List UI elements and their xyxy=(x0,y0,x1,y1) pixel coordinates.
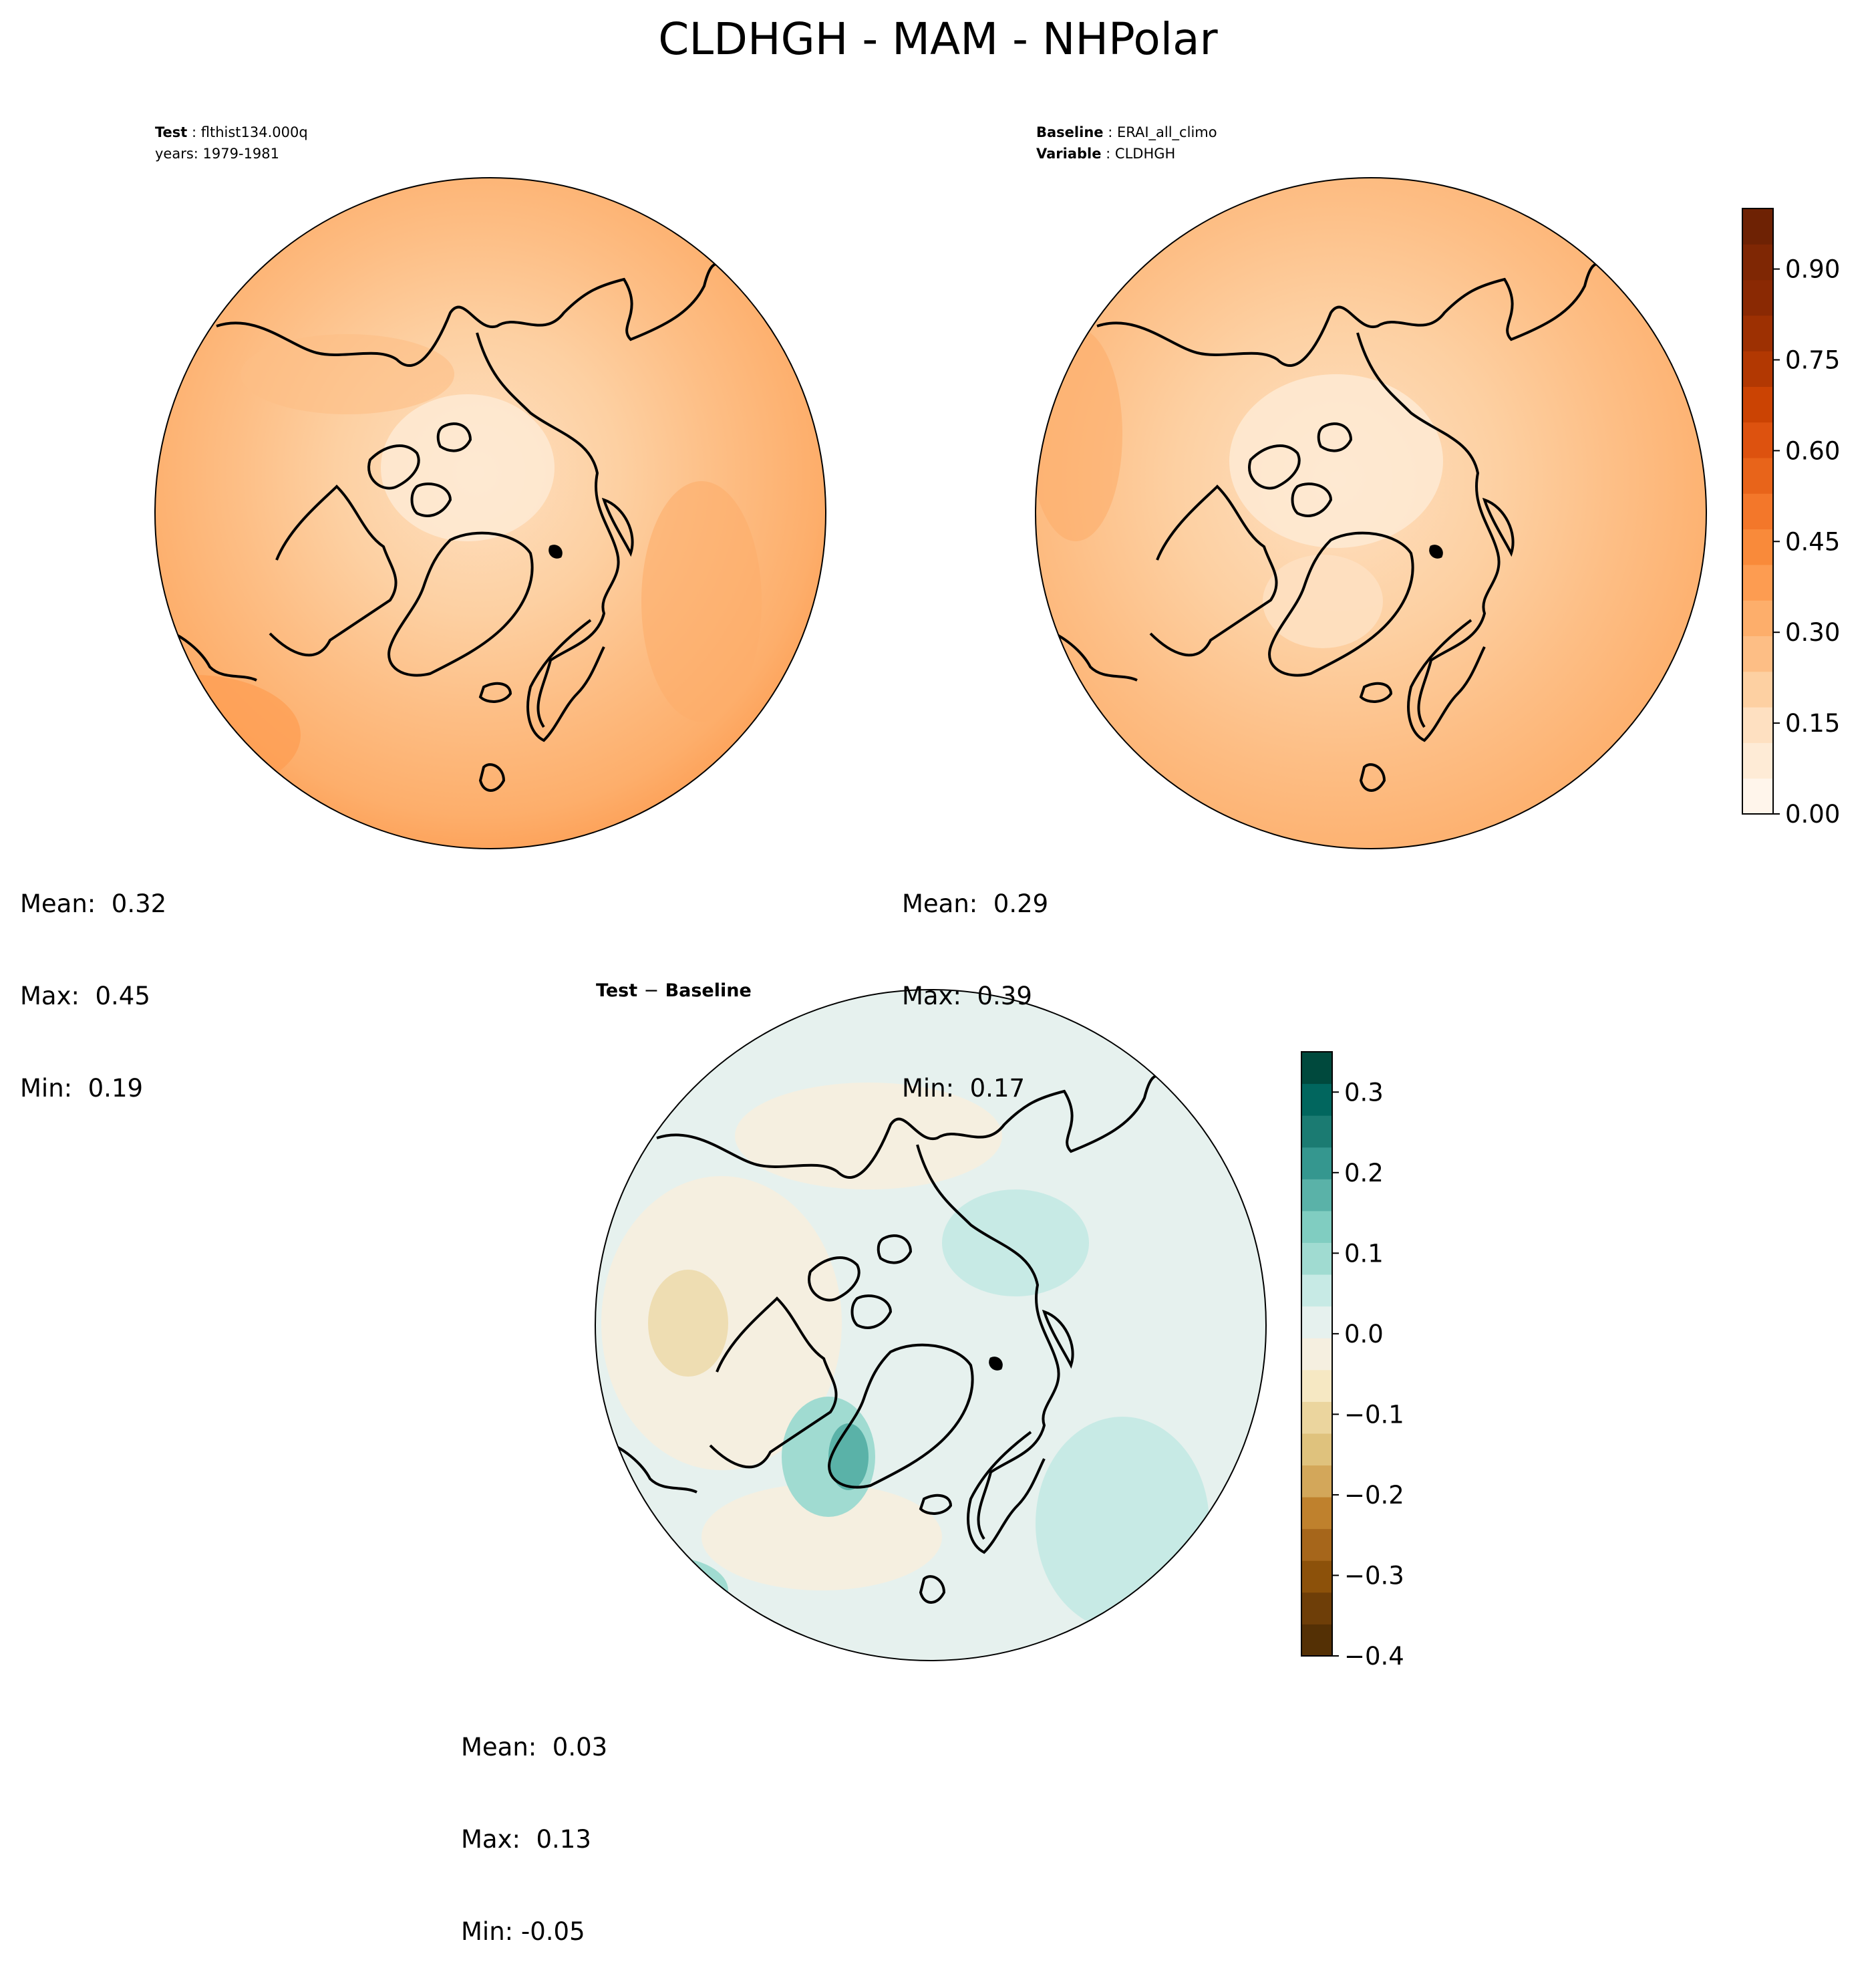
variable-name: CLDHGH xyxy=(1114,146,1176,162)
diff-colorbar-tick-label: 0.3 xyxy=(1344,1078,1384,1107)
diff-stats: Mean: 0.03 Max: 0.13 Min: -0.05 xyxy=(461,1671,607,1978)
diff-colorbar-tick-label: 0.2 xyxy=(1344,1159,1384,1187)
baseline-label-key: Baseline xyxy=(1036,124,1104,140)
test-min: Min: 0.19 xyxy=(20,1074,144,1103)
test-mean: Mean: 0.32 xyxy=(20,889,167,918)
main-colorbar: 0.90 0.75 0.60 0.45 0.30 0.15 0.00 xyxy=(1742,208,1840,829)
figure-canvas: 0.900.750.600.450.300.150.00 0.30.20.10.… xyxy=(154,177,1840,1671)
main-colorbar-tick-label: 0.75 xyxy=(1785,346,1840,375)
main-colorbar-swatch xyxy=(1742,208,1773,245)
main-colorbar-tick-label: 0.60 xyxy=(1785,436,1840,465)
figure-title: CLDHGH - MAM - NHPolar xyxy=(658,13,1218,65)
main-colorbar-swatch xyxy=(1742,493,1773,530)
diff-colorbar-tick-label: 0.0 xyxy=(1344,1320,1384,1349)
diff-colorbar-swatch xyxy=(1301,1528,1332,1561)
baseline-max: Max: 0.39 xyxy=(902,982,1032,1010)
diff-title-test: Test xyxy=(596,980,638,1001)
diff-colorbar-swatch xyxy=(1301,1465,1332,1498)
baseline-stats: Mean: 0.29 Max: 0.39 Min: 0.17 xyxy=(902,827,1048,1135)
main-colorbar-frame xyxy=(1742,208,1774,815)
main-colorbar-tick-label: 0.15 xyxy=(1785,709,1840,738)
baseline-mean: Mean: 0.29 xyxy=(902,889,1049,918)
diff-min: Min: -0.05 xyxy=(461,1917,585,1946)
main-colorbar-swatch xyxy=(1742,778,1773,815)
main-colorbar-swatch xyxy=(1742,564,1773,601)
main-colorbar-swatch xyxy=(1742,315,1773,351)
main-colorbar-swatch xyxy=(1742,422,1773,458)
diff-colorbar-swatch xyxy=(1301,1179,1332,1212)
diff-title: Test − Baseline xyxy=(596,980,752,1001)
diff-colorbar: 0.3 0.2 0.1 0.0 −0.1 −0.2 −0.3 −0.4 xyxy=(1301,1051,1404,1671)
main-colorbar-tick-label: 0.45 xyxy=(1785,527,1840,556)
diff-colorbar-swatch xyxy=(1301,1210,1332,1243)
diff-colorbar-swatch xyxy=(1301,1624,1332,1657)
main-colorbar-tick-label: 0.00 xyxy=(1785,800,1840,829)
diff-colorbar-swatch xyxy=(1301,1401,1332,1434)
diff-mean: Mean: 0.03 xyxy=(461,1733,608,1761)
diff-colorbar-swatch xyxy=(1301,1592,1332,1624)
main-colorbar-swatch xyxy=(1742,600,1773,637)
diff-colorbar-tick-label: −0.1 xyxy=(1344,1400,1404,1429)
main-colorbar-swatch xyxy=(1742,671,1773,708)
main-colorbar-swatch xyxy=(1742,386,1773,423)
test-stats: Mean: 0.32 Max: 0.45 Min: 0.19 xyxy=(20,827,166,1135)
test-name: flthist134.000q xyxy=(200,124,308,140)
main-colorbar-tick-label: 0.90 xyxy=(1785,255,1840,284)
main-colorbar-swatch xyxy=(1742,351,1773,387)
baseline-name: ERAI_all_climo xyxy=(1116,124,1217,140)
main-colorbar-tick-label: 0.30 xyxy=(1785,618,1840,647)
diff-colorbar-tick-label: −0.2 xyxy=(1344,1481,1404,1510)
diff-colorbar-swatch xyxy=(1301,1306,1332,1338)
diff-title-sep: − xyxy=(643,980,659,1001)
diff-colorbar-tick-label: −0.4 xyxy=(1344,1642,1404,1671)
main-colorbar-swatch xyxy=(1742,529,1773,565)
diff-colorbar-frame xyxy=(1301,1051,1333,1657)
diff-colorbar-swatch xyxy=(1301,1242,1332,1275)
baseline-min: Min: 0.17 xyxy=(902,1074,1026,1103)
baseline-map xyxy=(1035,177,1707,849)
diff-colorbar-swatch xyxy=(1301,1083,1332,1116)
variable-label-key: Variable xyxy=(1036,146,1102,162)
test-years: years: 1979-1981 xyxy=(155,146,280,162)
main-colorbar-swatch xyxy=(1742,458,1773,494)
diff-colorbar-swatch xyxy=(1301,1052,1332,1085)
test-map xyxy=(154,177,826,849)
diff-colorbar-swatch xyxy=(1301,1274,1332,1307)
main-colorbar-swatch xyxy=(1742,707,1773,743)
diff-max: Max: 0.13 xyxy=(461,1825,591,1854)
diff-colorbar-swatch xyxy=(1301,1338,1332,1371)
diff-title-baseline: Baseline xyxy=(665,980,752,1001)
main-colorbar-swatch xyxy=(1742,742,1773,779)
diff-colorbar-swatch xyxy=(1301,1497,1332,1530)
diff-colorbar-swatch xyxy=(1301,1369,1332,1402)
baseline-meta: Baseline : ERAI_all_climo Variable : CLD… xyxy=(1036,124,1217,162)
diff-colorbar-tick-label: 0.1 xyxy=(1344,1239,1384,1268)
main-colorbar-swatch xyxy=(1742,244,1773,281)
main-colorbar-swatch xyxy=(1742,279,1773,316)
test-meta: Test : flthist134.000q years: 1979-1981 xyxy=(155,122,308,164)
test-max: Max: 0.45 xyxy=(20,982,150,1010)
diff-colorbar-swatch xyxy=(1301,1147,1332,1179)
diff-colorbar-swatch xyxy=(1301,1433,1332,1466)
diff-colorbar-swatch xyxy=(1301,1115,1332,1148)
diff-colorbar-swatch xyxy=(1301,1560,1332,1593)
diff-colorbar-tick-label: −0.3 xyxy=(1344,1561,1404,1590)
main-colorbar-swatch xyxy=(1742,635,1773,672)
test-label-key: Test xyxy=(155,124,188,140)
